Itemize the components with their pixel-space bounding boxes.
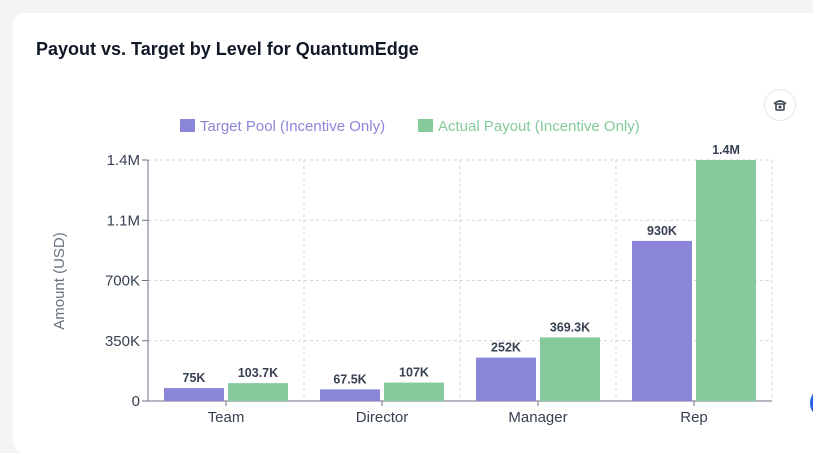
- data-label: 930K: [647, 224, 677, 238]
- x-tick-label: Director: [356, 409, 409, 426]
- x-tick-label: Team: [208, 409, 245, 426]
- floating-action-button[interactable]: [810, 387, 813, 419]
- legend-label: Actual Payout (Incentive Only): [438, 118, 640, 135]
- data-label: 252K: [491, 341, 521, 355]
- bar: [476, 357, 536, 401]
- y-tick-label: 700K: [105, 273, 140, 290]
- legend-swatch: [180, 119, 195, 132]
- y-tick-label: 1.1M: [107, 212, 140, 229]
- camera-rotate-glyph: [773, 100, 787, 111]
- bar: [540, 337, 600, 401]
- bar: [320, 389, 380, 401]
- y-axis-title: Amount (USD): [51, 232, 68, 330]
- bar: [384, 382, 444, 401]
- chart-title: Payout vs. Target by Level for QuantumEd…: [36, 39, 419, 59]
- data-label: 103.7K: [238, 366, 278, 380]
- x-tick-label: Manager: [508, 409, 567, 426]
- data-label: 67.5K: [333, 372, 366, 386]
- y-tick-label: 0: [132, 393, 140, 410]
- legend-label: Target Pool (Incentive Only): [200, 118, 385, 135]
- data-label: 75K: [183, 371, 206, 385]
- x-tick-label: Rep: [680, 409, 708, 426]
- bar-chart: 0 350K 700K 1.1M 1.4M 75K 103.7K Team 67.5K 107K D…: [51, 118, 773, 426]
- bar: [632, 240, 692, 401]
- bar: [228, 383, 288, 401]
- data-label: 107K: [399, 366, 429, 380]
- legend-swatch: [418, 119, 433, 132]
- bar: [696, 160, 756, 401]
- bar: [164, 388, 224, 401]
- y-tick-label: 350K: [105, 333, 140, 350]
- y-tick-label: 1.4M: [107, 152, 140, 169]
- data-label: 1.4M: [712, 143, 740, 157]
- camera-rotate-icon[interactable]: [764, 89, 796, 121]
- data-label: 369.3K: [550, 320, 590, 334]
